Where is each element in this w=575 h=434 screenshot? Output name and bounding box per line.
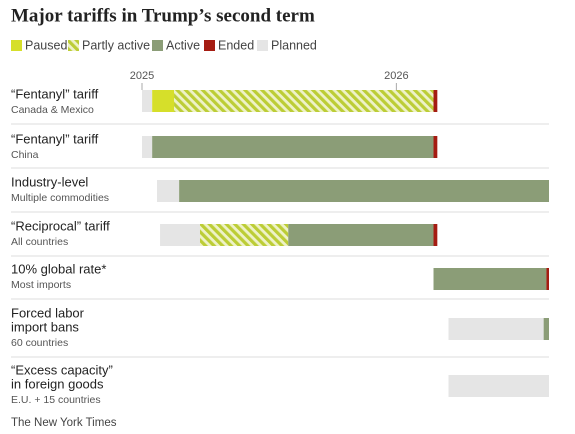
segment — [152, 90, 175, 112]
row-label: “Fentanyl” tariff — [11, 86, 99, 101]
legend-label: Active — [166, 38, 200, 52]
chart-title: Major tariffs in Trump’s second term — [11, 5, 315, 26]
segment — [179, 180, 550, 202]
row-sublabel: All countries — [11, 236, 68, 248]
source: The New York Times — [11, 417, 117, 429]
row-label: Industry-level — [11, 174, 88, 189]
legend-label: Planned — [271, 38, 317, 52]
row-sublabel: Multiple commodities — [11, 192, 109, 204]
x-tick-label: 2026 — [384, 70, 408, 82]
x-tick-label: 2025 — [130, 70, 154, 82]
segment — [288, 224, 434, 246]
row-label: Forced labor — [11, 305, 85, 320]
row-label: “Reciprocal” tariff — [11, 218, 110, 233]
segment — [142, 136, 153, 158]
segment — [433, 268, 547, 290]
segment — [448, 318, 544, 340]
row-sublabel: Canada & Mexico — [11, 104, 94, 116]
legend-label: Ended — [218, 38, 254, 52]
segment — [448, 375, 549, 397]
legend-label: Partly active — [82, 38, 150, 52]
row-label: “Fentanyl” tariff — [11, 131, 99, 146]
segment — [157, 180, 180, 202]
row-label: “Excess capacity” — [11, 362, 113, 377]
legend-swatch — [152, 40, 163, 51]
segment — [433, 90, 438, 112]
row-label: in foreign goods — [11, 376, 104, 391]
row-sublabel: Most imports — [11, 279, 71, 291]
legend-swatch — [68, 40, 79, 51]
legend-swatch — [257, 40, 268, 51]
legend-label: Paused — [25, 38, 67, 52]
row-label: import bans — [11, 319, 79, 334]
legend-swatch — [204, 40, 215, 51]
segment — [543, 318, 549, 340]
legend-swatch — [11, 40, 22, 51]
segment — [160, 224, 200, 246]
segment — [433, 224, 438, 246]
segment — [174, 90, 434, 112]
segment — [546, 268, 549, 290]
row-sublabel: 60 countries — [11, 337, 68, 349]
row-sublabel: China — [11, 149, 39, 161]
segment — [152, 136, 434, 158]
row-label: 10% global rate* — [11, 261, 106, 276]
segment — [433, 136, 438, 158]
segment — [142, 90, 153, 112]
segment — [199, 224, 289, 246]
row-sublabel: E.U. + 15 countries — [11, 394, 101, 406]
